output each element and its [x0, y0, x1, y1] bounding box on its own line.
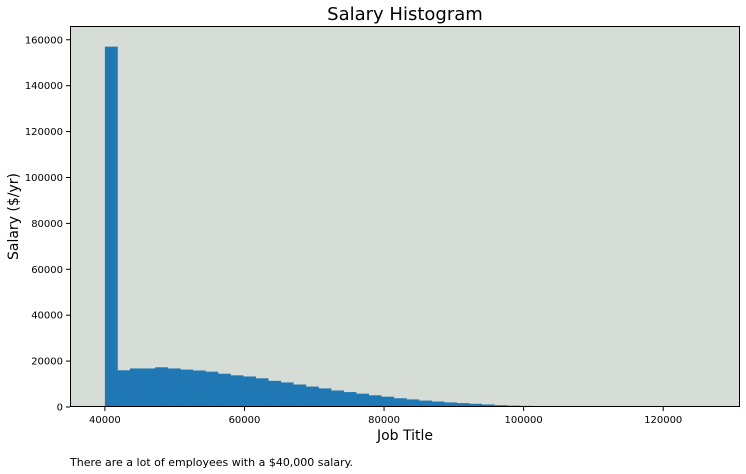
histogram-bar: [444, 402, 457, 407]
histogram-bar: [381, 396, 395, 407]
x-axis-label: Job Title: [376, 428, 433, 444]
histogram-bar: [393, 398, 407, 407]
x-tick-label: 120000: [644, 415, 682, 426]
histogram-bar: [456, 403, 470, 407]
histogram-bar: [217, 373, 231, 407]
plot-frame: [70, 26, 740, 407]
histogram-bar: [104, 46, 118, 408]
histogram-bar: [318, 388, 332, 407]
histogram-bar: [155, 367, 169, 407]
histogram-bar: [431, 401, 445, 407]
y-tick-label: 80000: [31, 219, 63, 230]
histogram-bar: [230, 375, 244, 407]
histogram-bar: [481, 404, 495, 407]
histogram-bar: [406, 399, 420, 407]
histogram-bar: [117, 370, 131, 407]
plot-background: [70, 26, 740, 407]
y-tick-label: 20000: [31, 357, 63, 368]
x-tick-label: 40000: [89, 415, 121, 426]
y-tick-label: 60000: [31, 265, 63, 276]
x-tick-label: 60000: [229, 415, 261, 426]
histogram-bar: [280, 382, 294, 407]
y-tick-label: 100000: [25, 173, 63, 184]
y-tick-label: 120000: [25, 127, 63, 138]
histogram-bar: [368, 395, 382, 407]
x-axis-ticks: 40000 60000 80000 100000 120000: [89, 407, 682, 426]
histogram-bars: [104, 46, 734, 408]
histogram-bar: [192, 370, 206, 407]
histogram-bar: [142, 368, 156, 407]
y-axis-ticks: 0 20000 40000 60000 80000 100000 120000 140000 1…: [25, 35, 70, 414]
y-tick-label: 40000: [31, 311, 63, 322]
histogram-bar: [205, 371, 219, 407]
histogram-bar: [167, 368, 181, 407]
histogram-bar: [469, 403, 483, 407]
y-tick-label: 160000: [25, 35, 63, 46]
chart-title: Salary Histogram: [327, 4, 483, 25]
histogram-bar: [418, 400, 432, 407]
histogram-bar: [268, 380, 282, 407]
histogram-bar: [356, 393, 370, 407]
histogram-bar: [255, 378, 269, 407]
histogram-bar: [331, 390, 344, 407]
histogram-bar: [293, 384, 307, 407]
histogram-bar: [243, 376, 256, 407]
histogram-bar: [180, 369, 194, 407]
histogram-bar: [343, 392, 357, 407]
y-axis-label: Salary ($/yr): [6, 173, 22, 260]
y-tick-label: 140000: [25, 81, 63, 92]
histogram-bar: [130, 368, 143, 407]
chart-caption: There are a lot of employees with a $40,…: [70, 456, 354, 469]
histogram-bar: [305, 386, 319, 407]
salary-histogram-chart: 40000 60000 80000 100000 120000 0 20000 40000 6…: [6, 4, 740, 444]
x-tick-label: 80000: [368, 415, 400, 426]
x-tick-label: 100000: [505, 415, 543, 426]
y-tick-label: 0: [57, 403, 63, 414]
